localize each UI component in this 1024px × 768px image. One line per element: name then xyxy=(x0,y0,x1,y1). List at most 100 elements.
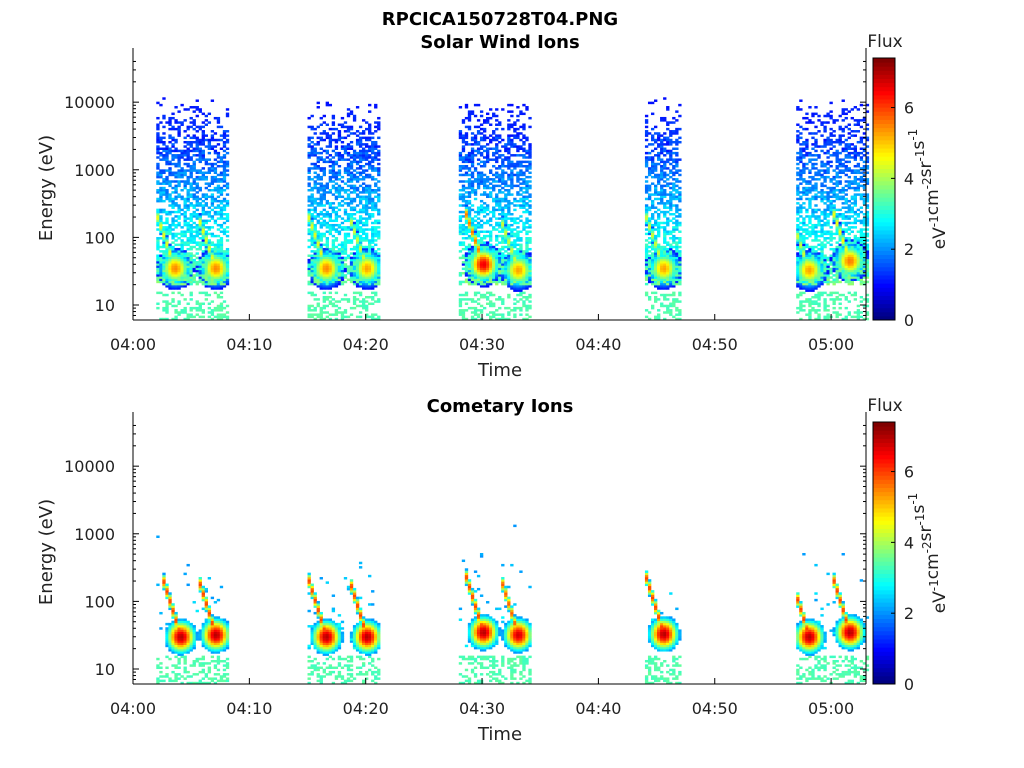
spectrogram-cell xyxy=(222,280,227,284)
spectrogram-cell xyxy=(654,241,658,244)
spectrogram-cell xyxy=(180,103,184,107)
spectrogram-cell xyxy=(498,223,502,227)
spectrogram-cell xyxy=(368,138,372,142)
spectrogram-cell xyxy=(210,300,215,303)
spectrogram-cell xyxy=(811,230,815,233)
spectrogram-cell xyxy=(371,256,375,260)
spectrogram-cell xyxy=(186,221,190,225)
spectrogram-cell xyxy=(355,210,360,214)
spectrogram-cell xyxy=(470,184,475,188)
spectrogram-cell xyxy=(352,278,357,281)
spectrogram-cell xyxy=(319,269,323,273)
spectrogram-cell xyxy=(647,265,652,268)
spectrogram-cell xyxy=(180,256,184,260)
spectrogram-cell xyxy=(222,184,227,188)
spectrogram-cell xyxy=(498,191,502,194)
spectrogram-cell xyxy=(171,234,175,238)
spectrogram-cell xyxy=(365,254,369,257)
spectrogram-cell xyxy=(365,239,369,242)
spectrogram-cell xyxy=(482,230,487,233)
spectrogram-cell xyxy=(672,189,676,192)
spectrogram-cell xyxy=(195,217,199,220)
spectrogram-cell xyxy=(171,143,175,146)
spectrogram-cell xyxy=(458,226,463,229)
spectrogram-cell xyxy=(358,228,363,231)
spectrogram-cell xyxy=(501,197,505,201)
spectrogram-cell xyxy=(328,223,333,227)
spectrogram-cell xyxy=(171,232,175,236)
spectrogram-cell xyxy=(365,276,369,279)
spectrogram-cell xyxy=(319,311,323,314)
spectrogram-cell xyxy=(482,261,487,264)
spectrogram-cell xyxy=(669,193,673,196)
spectrogram-cell xyxy=(504,221,508,225)
spectrogram-cell xyxy=(464,171,469,175)
spectrogram-cell xyxy=(498,278,502,281)
spectrogram-cell xyxy=(660,302,664,306)
spectrogram-cell xyxy=(675,267,679,271)
spectrogram-cell xyxy=(458,282,463,286)
spectrogram-cell xyxy=(156,239,160,242)
spectrogram-cell xyxy=(374,189,378,192)
spectrogram-cell xyxy=(796,256,800,260)
spectrogram-cell xyxy=(316,175,320,179)
spectrogram-cell xyxy=(377,226,381,229)
spectrogram-cell xyxy=(672,178,676,181)
spectrogram-cell xyxy=(349,112,354,116)
spectrogram-cell xyxy=(361,195,366,199)
spectrogram-cell xyxy=(663,274,667,277)
spectrogram-cell xyxy=(177,256,181,260)
spectrogram-cell xyxy=(522,134,526,137)
spectrogram-cell xyxy=(198,265,202,268)
spectrogram-cell xyxy=(371,202,375,205)
spectrogram-cell xyxy=(222,300,227,303)
spectrogram-cell xyxy=(343,298,348,301)
spectrogram-cell xyxy=(198,278,202,281)
spectrogram-cell xyxy=(802,247,806,251)
spectrogram-cell xyxy=(168,228,172,231)
spectrogram-cell xyxy=(374,278,378,281)
spectrogram-cell xyxy=(346,269,351,273)
spectrogram-cell xyxy=(528,223,532,227)
spectrogram-cell xyxy=(644,213,649,216)
spectrogram-cell xyxy=(159,280,163,284)
spectrogram-cell xyxy=(352,280,357,284)
spectrogram-cell xyxy=(458,158,463,161)
spectrogram-cell xyxy=(669,230,673,233)
spectrogram-cell xyxy=(310,261,314,264)
spectrogram-cell xyxy=(216,138,221,142)
spectrogram-cell xyxy=(165,274,169,277)
spectrogram-cell xyxy=(174,186,178,190)
spectrogram-cell xyxy=(195,252,199,255)
spectrogram-cell xyxy=(337,223,342,227)
spectrogram-cell xyxy=(461,119,466,122)
spectrogram-cell xyxy=(310,204,314,207)
spectrogram-cell xyxy=(186,230,190,233)
spectrogram-cell xyxy=(171,149,175,153)
spectrogram-cell xyxy=(316,278,320,281)
spectrogram-cell xyxy=(307,136,311,140)
spectrogram-cell xyxy=(349,239,354,242)
spectrogram-cell xyxy=(210,280,215,284)
spectrogram-cell xyxy=(222,230,227,233)
spectrogram-cell xyxy=(183,184,187,188)
spectrogram-cell xyxy=(663,232,667,236)
spectrogram-cell xyxy=(325,221,329,225)
spectrogram-cell xyxy=(192,136,196,140)
spectrogram-cell xyxy=(647,274,652,277)
spectrogram-cell xyxy=(192,261,196,264)
spectrogram-cell xyxy=(492,261,496,264)
spectrogram-cell xyxy=(186,241,190,244)
spectrogram-cell xyxy=(334,278,339,281)
spectrogram-cell xyxy=(660,245,664,249)
spectrogram-cell xyxy=(201,158,205,161)
spectrogram-cell xyxy=(355,189,360,192)
spectrogram-cell xyxy=(660,261,664,264)
spectrogram-cell xyxy=(307,313,311,316)
spectrogram-cell xyxy=(476,280,481,284)
spectrogram-cell xyxy=(313,230,317,233)
spectrogram-cell xyxy=(198,291,202,295)
spectrogram-cell xyxy=(513,143,517,146)
spectrogram-cell xyxy=(461,193,466,196)
spectrogram-cell xyxy=(322,291,326,295)
